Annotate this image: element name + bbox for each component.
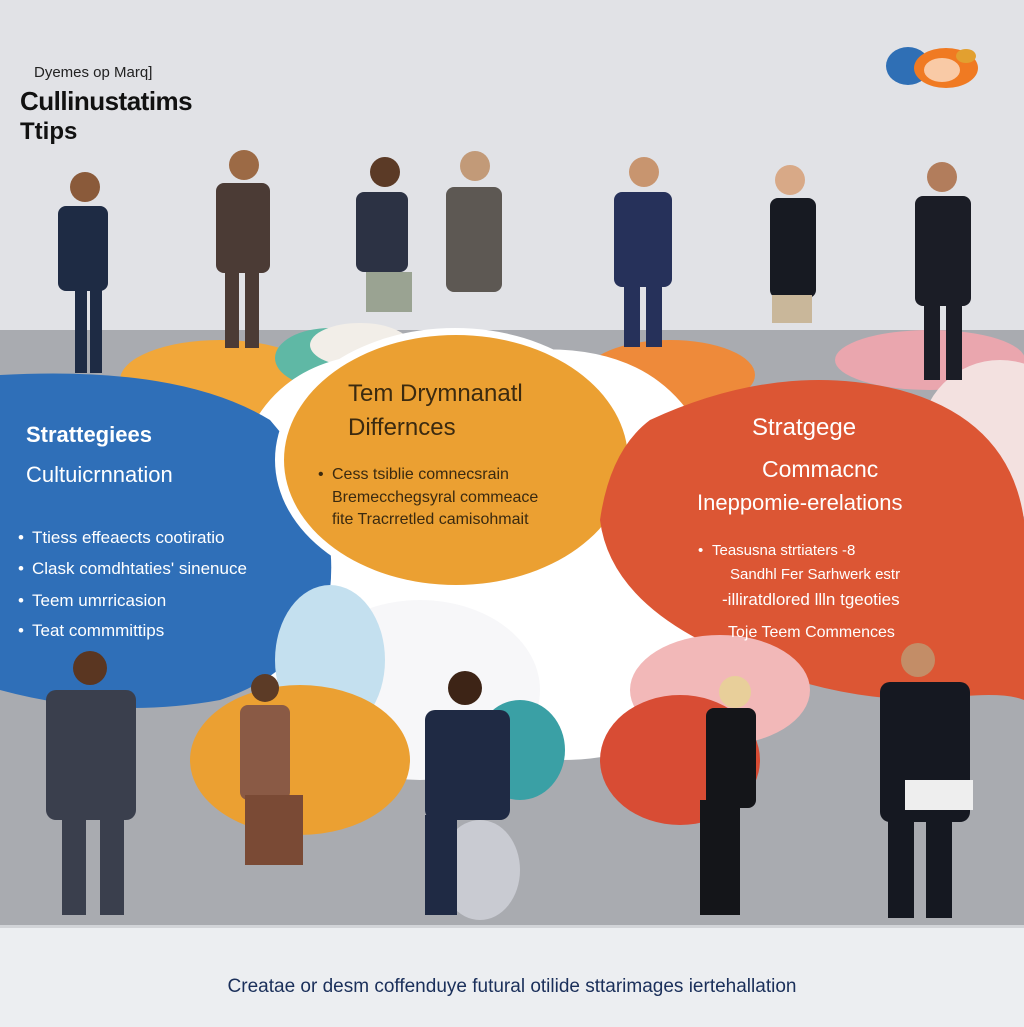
person-figure-3	[356, 157, 412, 312]
person-figure-4	[446, 151, 502, 292]
right-panel-heading: Stratgege	[752, 414, 857, 441]
background-top	[0, 0, 1024, 330]
person-figure-8	[46, 651, 136, 915]
right-panel-subheading: Commacnc	[762, 456, 879, 482]
left-panel-subheading: Cultuicrnnation	[26, 462, 173, 487]
right-panel-bullet: • Teasusna strtiaters -8	[698, 542, 856, 559]
center-panel-heading-line2: Differnces	[348, 414, 456, 441]
right-red-panel	[600, 380, 1024, 700]
footer-background	[0, 925, 1024, 1027]
globe-logo-icon	[886, 47, 978, 88]
person-figure-9	[240, 674, 303, 865]
person-figure-2	[216, 150, 270, 348]
left-panel-bullet: • Ttiess effeaects cootiratio	[18, 528, 225, 547]
header-kicker: Dyemes op Marq]	[34, 64, 153, 81]
center-orange-panel	[284, 335, 628, 585]
right-panel-subheading-line3: Ineppomie-erelations	[697, 490, 903, 515]
left-panel-bullet: • Teat commmittips	[18, 621, 165, 640]
person-figure-10	[425, 671, 510, 915]
person-figure-1	[58, 172, 108, 373]
center-panel-bullet: • Cess tsiblie comnecsrain	[318, 466, 509, 483]
left-blue-panel	[0, 373, 332, 708]
right-panel-bullet: Sandhl Fer Sarhwerk estr	[730, 566, 901, 583]
footer-caption: Creatae or desm coffenduye futural otili…	[227, 976, 797, 997]
person-figure-7	[915, 162, 971, 380]
left-panel-bullet: • Teem umrricasion	[18, 591, 167, 610]
person-figure-12	[880, 643, 973, 918]
center-panel-heading: Tem Drymnanatl	[348, 380, 523, 407]
right-panel-bullet: -illiratdlored llln tgeoties	[722, 590, 900, 609]
right-panel-bullet: Toje Teem Commences	[728, 624, 895, 641]
person-figure-11	[700, 676, 756, 915]
left-panel-heading: Strattegiees	[26, 422, 152, 447]
page-subtitle: Ttips	[20, 118, 78, 145]
left-panel-bullet: • Clask comdhtaties' sinenuce	[18, 559, 247, 578]
lower-grey-chair	[440, 820, 520, 920]
center-panel-bullet: Bremecchegsyral commeace	[332, 489, 539, 506]
center-panel-bullet: fite Tracrretled camisohmait	[332, 511, 529, 528]
person-figure-6	[770, 165, 816, 323]
page-title: Cullinustatims	[20, 86, 193, 116]
person-figure-5	[614, 157, 672, 347]
